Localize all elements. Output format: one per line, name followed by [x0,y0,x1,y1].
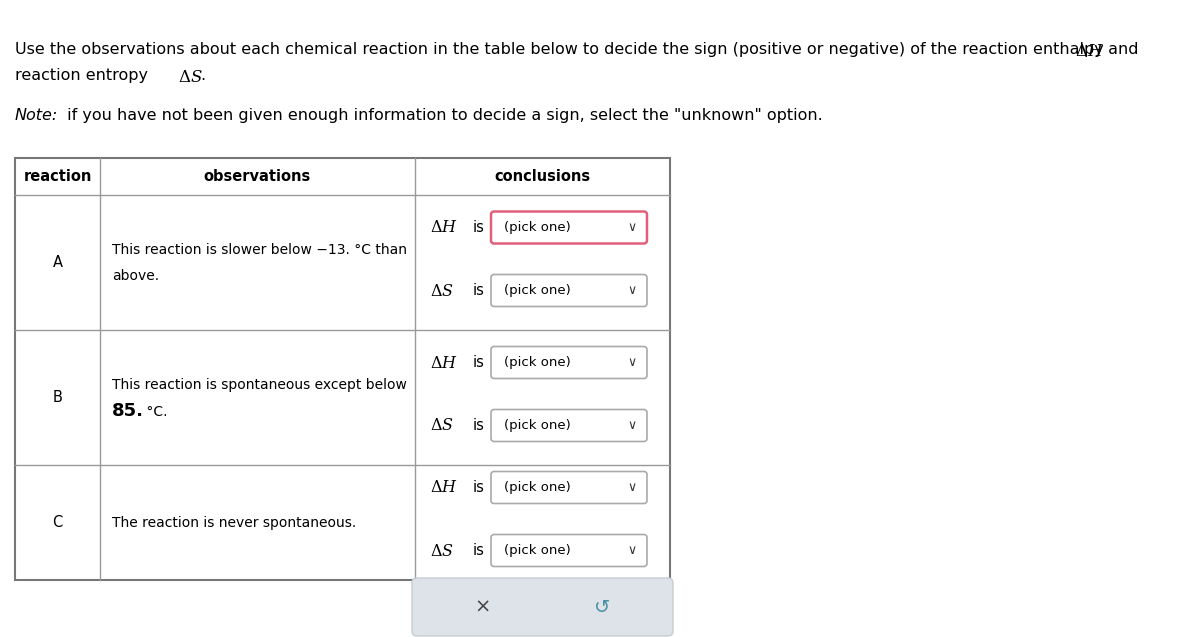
Text: ∨: ∨ [628,481,636,494]
Text: C: C [53,515,62,530]
Text: (pick one): (pick one) [504,221,571,234]
FancyBboxPatch shape [491,471,647,503]
Text: (pick one): (pick one) [504,419,571,432]
Text: °C.: °C. [142,404,168,419]
Text: $\Delta S$: $\Delta S$ [430,417,454,434]
FancyBboxPatch shape [491,534,647,566]
Text: $\Delta S$: $\Delta S$ [430,543,454,559]
FancyBboxPatch shape [412,578,673,636]
Text: This reaction is slower below −13. °C than: This reaction is slower below −13. °C th… [112,243,407,257]
Text: $\Delta S$: $\Delta S$ [178,68,203,86]
Text: conclusions: conclusions [494,169,590,184]
Text: $\Delta H$: $\Delta H$ [1075,42,1104,60]
Text: (pick one): (pick one) [504,284,571,297]
Text: (pick one): (pick one) [504,544,571,557]
Text: ∨: ∨ [628,356,636,369]
FancyBboxPatch shape [491,347,647,378]
Text: is: is [473,355,485,370]
Text: This reaction is spontaneous except below: This reaction is spontaneous except belo… [112,378,407,392]
Text: ↺: ↺ [594,598,611,617]
Text: is: is [473,543,485,558]
Text: and: and [1103,42,1139,57]
FancyBboxPatch shape [491,211,647,243]
Text: ∨: ∨ [628,221,636,234]
Text: is: is [473,418,485,433]
Text: A: A [53,255,62,270]
Text: $\Delta H$: $\Delta H$ [430,220,457,236]
Bar [14,158,670,580]
Text: ∨: ∨ [628,284,636,297]
Text: is: is [473,283,485,298]
Text: observations: observations [204,169,311,184]
Text: $\Delta H$: $\Delta H$ [430,480,457,496]
Text: reaction entropy: reaction entropy [14,68,154,83]
Text: The reaction is never spontaneous.: The reaction is never spontaneous. [112,515,356,529]
Text: ∨: ∨ [628,419,636,432]
FancyBboxPatch shape [491,275,647,306]
Text: (pick one): (pick one) [504,481,571,494]
Text: above.: above. [112,269,160,283]
Text: reaction: reaction [23,169,91,184]
FancyBboxPatch shape [491,410,647,441]
Text: if you have not been given enough information to decide a sign, select the "unkn: if you have not been given enough inform… [62,108,823,123]
Text: B: B [53,390,62,405]
Text: is: is [473,480,485,495]
Text: (pick one): (pick one) [504,356,571,369]
Text: Use the observations about each chemical reaction in the table below to decide t: Use the observations about each chemical… [14,42,1109,57]
Text: $\Delta S$: $\Delta S$ [430,282,454,299]
Text: is: is [473,220,485,235]
Text: Note:: Note: [14,108,59,123]
Text: 85.: 85. [112,403,144,420]
Text: ×: × [474,598,491,617]
Text: $\Delta H$: $\Delta H$ [430,355,457,371]
Text: ∨: ∨ [628,544,636,557]
Text: .: . [200,68,205,83]
